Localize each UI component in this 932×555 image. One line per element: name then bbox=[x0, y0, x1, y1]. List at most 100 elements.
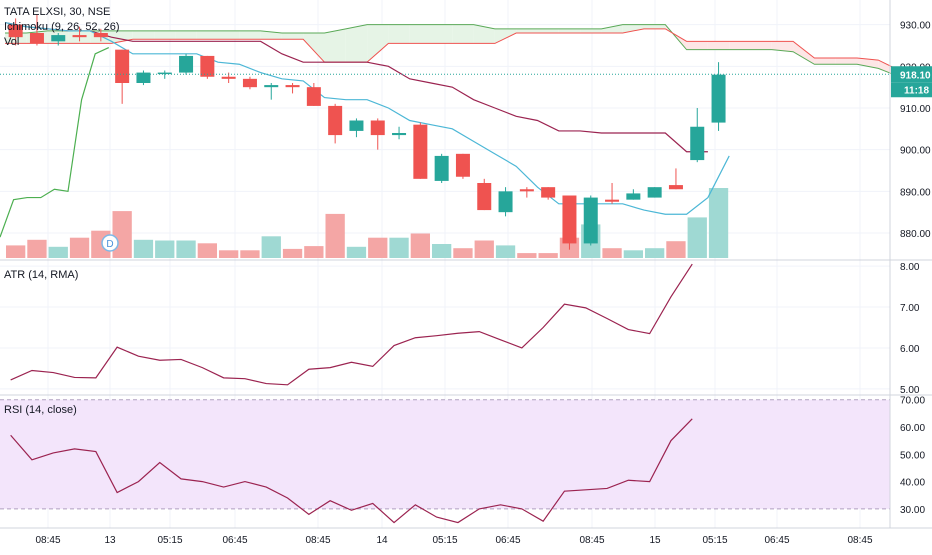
volume-bar bbox=[623, 250, 643, 258]
rsi-tick-label: 70.00 bbox=[900, 396, 925, 407]
time-tick-label: 08:45 bbox=[305, 535, 330, 546]
time-tick-label: 14 bbox=[376, 535, 388, 546]
symbol-title[interactable]: TATA ELXSI, 30, NSE bbox=[4, 6, 111, 18]
candle-body bbox=[179, 55, 194, 73]
cloud-segment bbox=[303, 33, 325, 63]
volume-bar bbox=[176, 240, 196, 258]
cloud-segment bbox=[707, 41, 730, 50]
cloud-segment bbox=[601, 24, 623, 33]
ichimoku-cloud bbox=[5, 24, 900, 78]
volume-legend[interactable]: Vol bbox=[4, 36, 20, 48]
time-tick-label: 08:45 bbox=[35, 535, 60, 546]
senkou-span-b-line bbox=[5, 28, 900, 71]
ichimoku-lines bbox=[0, 21, 730, 238]
candle-body bbox=[285, 85, 300, 88]
cloud-segment bbox=[324, 28, 346, 63]
volume-bar bbox=[155, 240, 175, 258]
time-tick-label: 13 bbox=[104, 535, 116, 546]
candle-body bbox=[519, 189, 534, 192]
volume-bar bbox=[282, 248, 303, 258]
rsi-line bbox=[10, 418, 693, 524]
candle-body bbox=[264, 85, 279, 88]
candle-body bbox=[115, 49, 130, 83]
rsi-tick-label: 40.00 bbox=[900, 478, 925, 489]
volume-bar bbox=[346, 246, 367, 258]
candle-body bbox=[626, 193, 641, 200]
volume-bars bbox=[6, 188, 729, 258]
cloud-segment bbox=[793, 41, 815, 65]
cloud-segment bbox=[622, 24, 644, 33]
cloud-segment bbox=[218, 30, 240, 40]
countdown-badge bbox=[891, 82, 932, 98]
lagging-span-line bbox=[0, 47, 110, 238]
rsi-tick-label: 60.00 bbox=[900, 423, 925, 434]
price-tick-label: 890.00 bbox=[900, 187, 931, 198]
candle-body bbox=[136, 72, 151, 83]
cloud-segment bbox=[132, 30, 155, 40]
time-tick-label: 05:15 bbox=[157, 535, 182, 546]
cloud-segment bbox=[175, 30, 197, 40]
time-tick-label: 15 bbox=[649, 535, 661, 546]
candle-body bbox=[392, 133, 407, 136]
cloud-segment bbox=[835, 58, 857, 65]
candle-body bbox=[370, 120, 385, 136]
candle-body bbox=[541, 187, 556, 198]
volume-bar bbox=[538, 253, 558, 258]
volume-bar bbox=[261, 236, 281, 258]
price-tick-label: 880.00 bbox=[900, 229, 931, 240]
volume-bar bbox=[453, 248, 473, 258]
candle-body bbox=[647, 187, 662, 198]
time-tick-label: 06:45 bbox=[764, 535, 789, 546]
rsi-tick-label: 50.00 bbox=[900, 450, 925, 461]
cloud-segment bbox=[729, 41, 751, 50]
price-tick-label: 930.00 bbox=[900, 21, 931, 32]
volume-bar bbox=[133, 239, 154, 258]
conversion-line bbox=[4, 21, 730, 215]
cloud-segment bbox=[409, 24, 431, 44]
volume-bar bbox=[368, 237, 388, 258]
cloud-segment bbox=[473, 24, 495, 44]
candle-body bbox=[157, 72, 172, 75]
ichimoku-legend[interactable]: Ichimoku (9, 26, 52, 26) bbox=[4, 21, 120, 33]
candle-body bbox=[242, 78, 257, 88]
candle-body bbox=[711, 74, 726, 123]
volume-bar bbox=[474, 240, 494, 258]
rsi-pane bbox=[0, 394, 932, 524]
atr-legend[interactable]: ATR (14, RMA) bbox=[4, 269, 79, 281]
volume-bar bbox=[517, 253, 537, 258]
candle-body bbox=[605, 199, 620, 202]
cloud-segment bbox=[154, 30, 176, 40]
volume-bar bbox=[69, 237, 90, 258]
candle-body bbox=[51, 35, 66, 42]
rsi-legend[interactable]: RSI (14, close) bbox=[4, 404, 77, 416]
base-line bbox=[4, 21, 708, 153]
atr-pane bbox=[0, 259, 932, 386]
cloud-segment bbox=[281, 33, 304, 40]
candle-body bbox=[8, 24, 23, 38]
candle-body bbox=[477, 183, 492, 211]
volume-bar bbox=[495, 245, 516, 258]
dividend-marker[interactable] bbox=[101, 234, 119, 252]
volume-bar bbox=[687, 217, 707, 258]
cloud-segment bbox=[367, 24, 389, 63]
candle-body bbox=[668, 185, 683, 190]
candle-body bbox=[93, 33, 108, 38]
atr-tick-label: 8.00 bbox=[900, 262, 920, 273]
last-price-badge[interactable] bbox=[891, 66, 932, 83]
candle-body bbox=[349, 120, 364, 131]
candle-body bbox=[455, 153, 470, 177]
candle-body bbox=[221, 76, 236, 79]
countdown-label: 11:18 bbox=[904, 85, 929, 96]
markers: D bbox=[101, 234, 119, 252]
candle-body bbox=[72, 35, 87, 38]
time-tick-label: 08:45 bbox=[847, 535, 872, 546]
price-tick-label: 910.00 bbox=[900, 104, 931, 115]
candle-body bbox=[434, 155, 449, 181]
volume-bar bbox=[240, 250, 260, 258]
volume-bar bbox=[304, 246, 324, 258]
main-legend: TATA ELXSI, 30, NSE Ichimoku (9, 26, 52,… bbox=[4, 6, 120, 48]
candle-body bbox=[690, 126, 705, 161]
candle-body bbox=[413, 124, 428, 179]
rsi-band bbox=[0, 399, 890, 509]
cloud-segment bbox=[771, 41, 794, 52]
